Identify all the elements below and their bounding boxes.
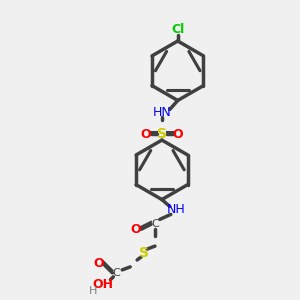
Text: O: O [93,257,104,270]
Text: NH: NH [167,203,185,216]
Text: C: C [151,219,159,229]
Text: S: S [139,246,149,260]
Text: O: O [131,223,141,236]
Text: O: O [141,128,151,141]
Text: Cl: Cl [171,22,184,36]
Text: S: S [157,127,167,141]
Text: C: C [112,268,120,278]
Text: OH: OH [92,278,113,291]
Text: H: H [89,286,98,296]
Text: HN: HN [152,106,171,119]
Text: O: O [172,128,183,141]
